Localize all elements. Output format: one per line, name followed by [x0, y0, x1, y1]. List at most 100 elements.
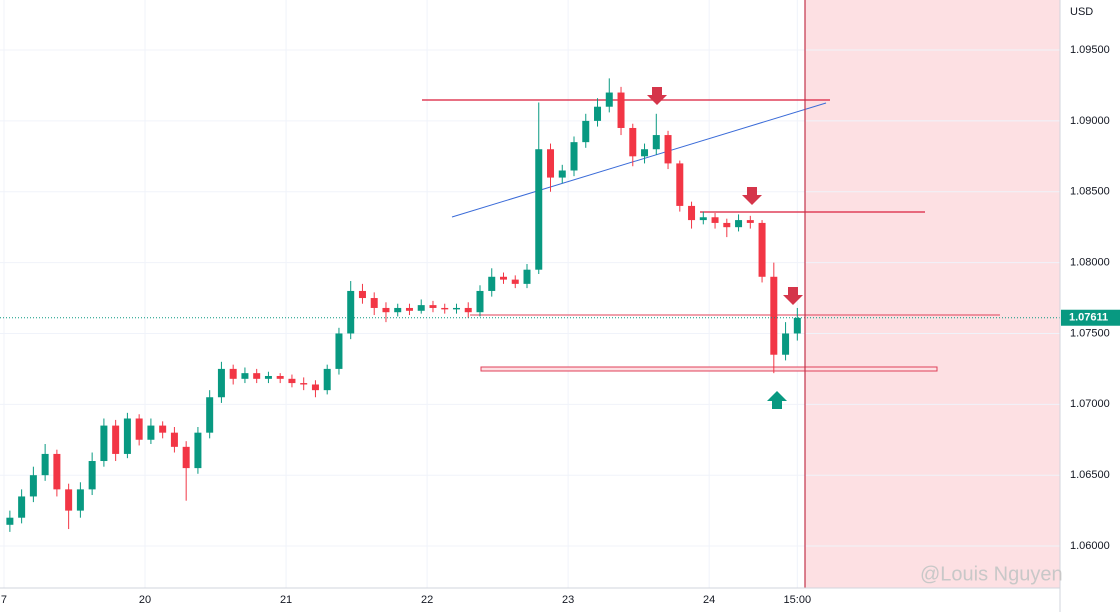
last-price-label: 1.07611 — [1069, 312, 1108, 324]
candle-body — [723, 222, 731, 228]
candle-body — [464, 307, 472, 313]
candle-body — [41, 453, 49, 476]
candle-body — [758, 222, 766, 277]
candle-body — [523, 269, 531, 284]
candle-body — [229, 368, 237, 379]
candle-body — [452, 307, 460, 310]
candle-body — [535, 149, 543, 270]
x-tick-label: 21 — [280, 594, 292, 606]
candle-body — [417, 305, 425, 311]
candle-body — [241, 373, 249, 379]
candle-body — [652, 135, 660, 150]
candle-body — [182, 446, 190, 469]
candle-body — [735, 220, 743, 228]
y-tick-label: 1.06500 — [1070, 469, 1110, 481]
y-tick-label: 1.08500 — [1070, 186, 1110, 198]
down-arrow — [783, 287, 803, 305]
drawings — [422, 87, 1000, 409]
candle-body — [629, 127, 637, 157]
support-zone — [480, 366, 938, 372]
candle-body — [770, 276, 778, 355]
candle-body — [711, 217, 719, 223]
candle-body — [88, 461, 96, 490]
candle-body — [558, 170, 566, 178]
candle-body — [100, 425, 108, 462]
candle-body — [441, 307, 449, 310]
candle-body — [112, 425, 120, 454]
y-tick-label: 1.09000 — [1070, 115, 1110, 127]
candle-body — [746, 220, 754, 223]
candle-body — [547, 149, 555, 178]
axes: 1.06000 1.06500 1.07000 1.07500 1.08000 1.085… — [1, 44, 1120, 606]
y-tick-label: 1.07500 — [1070, 327, 1110, 339]
candle-body — [594, 106, 602, 121]
candle-body — [276, 375, 284, 379]
currency-label: USD — [1070, 6, 1093, 18]
candle-body — [405, 307, 413, 311]
x-tick-label: 23 — [562, 594, 574, 606]
time-axis — [0, 588, 1060, 612]
down-arrow — [647, 87, 667, 105]
candle-body — [135, 418, 143, 440]
candle-body — [641, 149, 649, 157]
candle-body — [335, 333, 343, 369]
grid — [0, 0, 1060, 588]
candle-body — [76, 489, 84, 511]
candle-body — [217, 368, 225, 398]
candle-body — [688, 205, 696, 221]
y-tick-label: 1.07000 — [1070, 398, 1110, 410]
candle-body — [511, 279, 519, 284]
up-arrow — [767, 391, 787, 409]
candle-body — [300, 383, 308, 385]
candle-body — [570, 142, 578, 171]
candles — [0, 78, 1060, 532]
x-tick-label: 22 — [421, 594, 433, 606]
x-tick-label: 7 — [1, 594, 7, 606]
watermark: @Louis Nguyen — [920, 563, 1063, 585]
y-tick-label: 1.09500 — [1070, 44, 1110, 56]
price-axis — [1060, 0, 1120, 612]
candle-body — [476, 290, 484, 313]
y-tick-label: 1.08000 — [1070, 257, 1110, 269]
candle-body — [170, 432, 178, 447]
trend-line — [451, 102, 827, 218]
candle-body — [123, 418, 131, 454]
candle-body — [253, 373, 261, 379]
candle-body — [323, 368, 331, 391]
candle-body — [370, 298, 378, 308]
candle-body — [6, 517, 14, 525]
candle-body — [311, 384, 319, 391]
candle-body — [664, 135, 672, 164]
candle-body — [53, 453, 61, 490]
candle-body — [29, 475, 37, 497]
candle-body — [347, 290, 355, 334]
candle-body — [382, 307, 390, 313]
candle-body — [358, 290, 366, 299]
x-tick-label: 24 — [703, 594, 715, 606]
y-tick-label: 1.06000 — [1070, 540, 1110, 552]
candle-body — [499, 276, 507, 280]
x-tick-label: 15:00 — [784, 594, 812, 606]
candle-body — [288, 378, 296, 384]
candle-body — [429, 305, 437, 308]
candle-body — [617, 92, 625, 128]
candle-body — [605, 92, 613, 107]
candle-body — [206, 397, 214, 433]
x-tick-label: 20 — [139, 594, 151, 606]
candle-body — [394, 307, 402, 313]
down-arrow — [742, 187, 762, 205]
candle-body — [488, 276, 496, 291]
candle-body — [782, 333, 790, 355]
candle-body — [264, 375, 272, 379]
candle-body — [676, 163, 684, 206]
candle-body — [793, 317, 801, 334]
candle-body — [194, 432, 202, 469]
candle-body — [18, 496, 26, 518]
future-region — [805, 0, 1060, 588]
candle-body — [699, 217, 707, 221]
last-price-badge — [1061, 309, 1120, 326]
candle-body — [147, 425, 155, 440]
candle-body — [65, 489, 73, 511]
candle-body — [159, 425, 167, 433]
